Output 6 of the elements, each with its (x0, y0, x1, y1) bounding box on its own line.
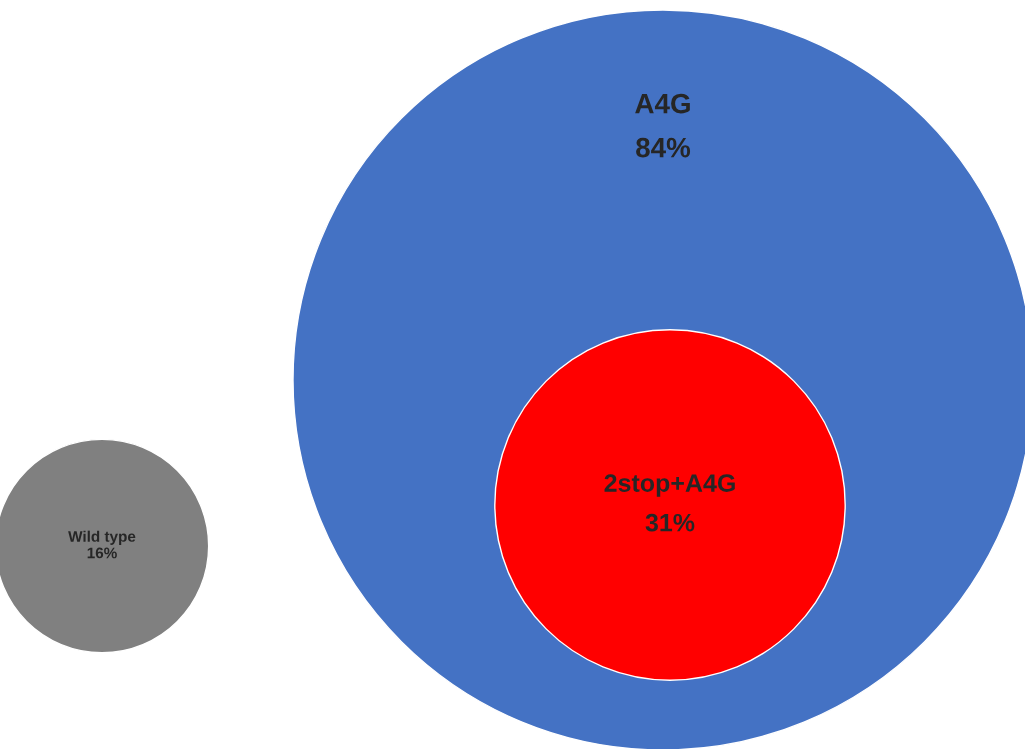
data-label: 16% (87, 547, 117, 559)
data-label: 84% (636, 137, 691, 158)
category-label: 2stop+A4G (604, 474, 735, 497)
category-label: Wild type (68, 530, 136, 545)
data-label: 31% (645, 513, 695, 532)
category-label: A4G (635, 93, 690, 114)
